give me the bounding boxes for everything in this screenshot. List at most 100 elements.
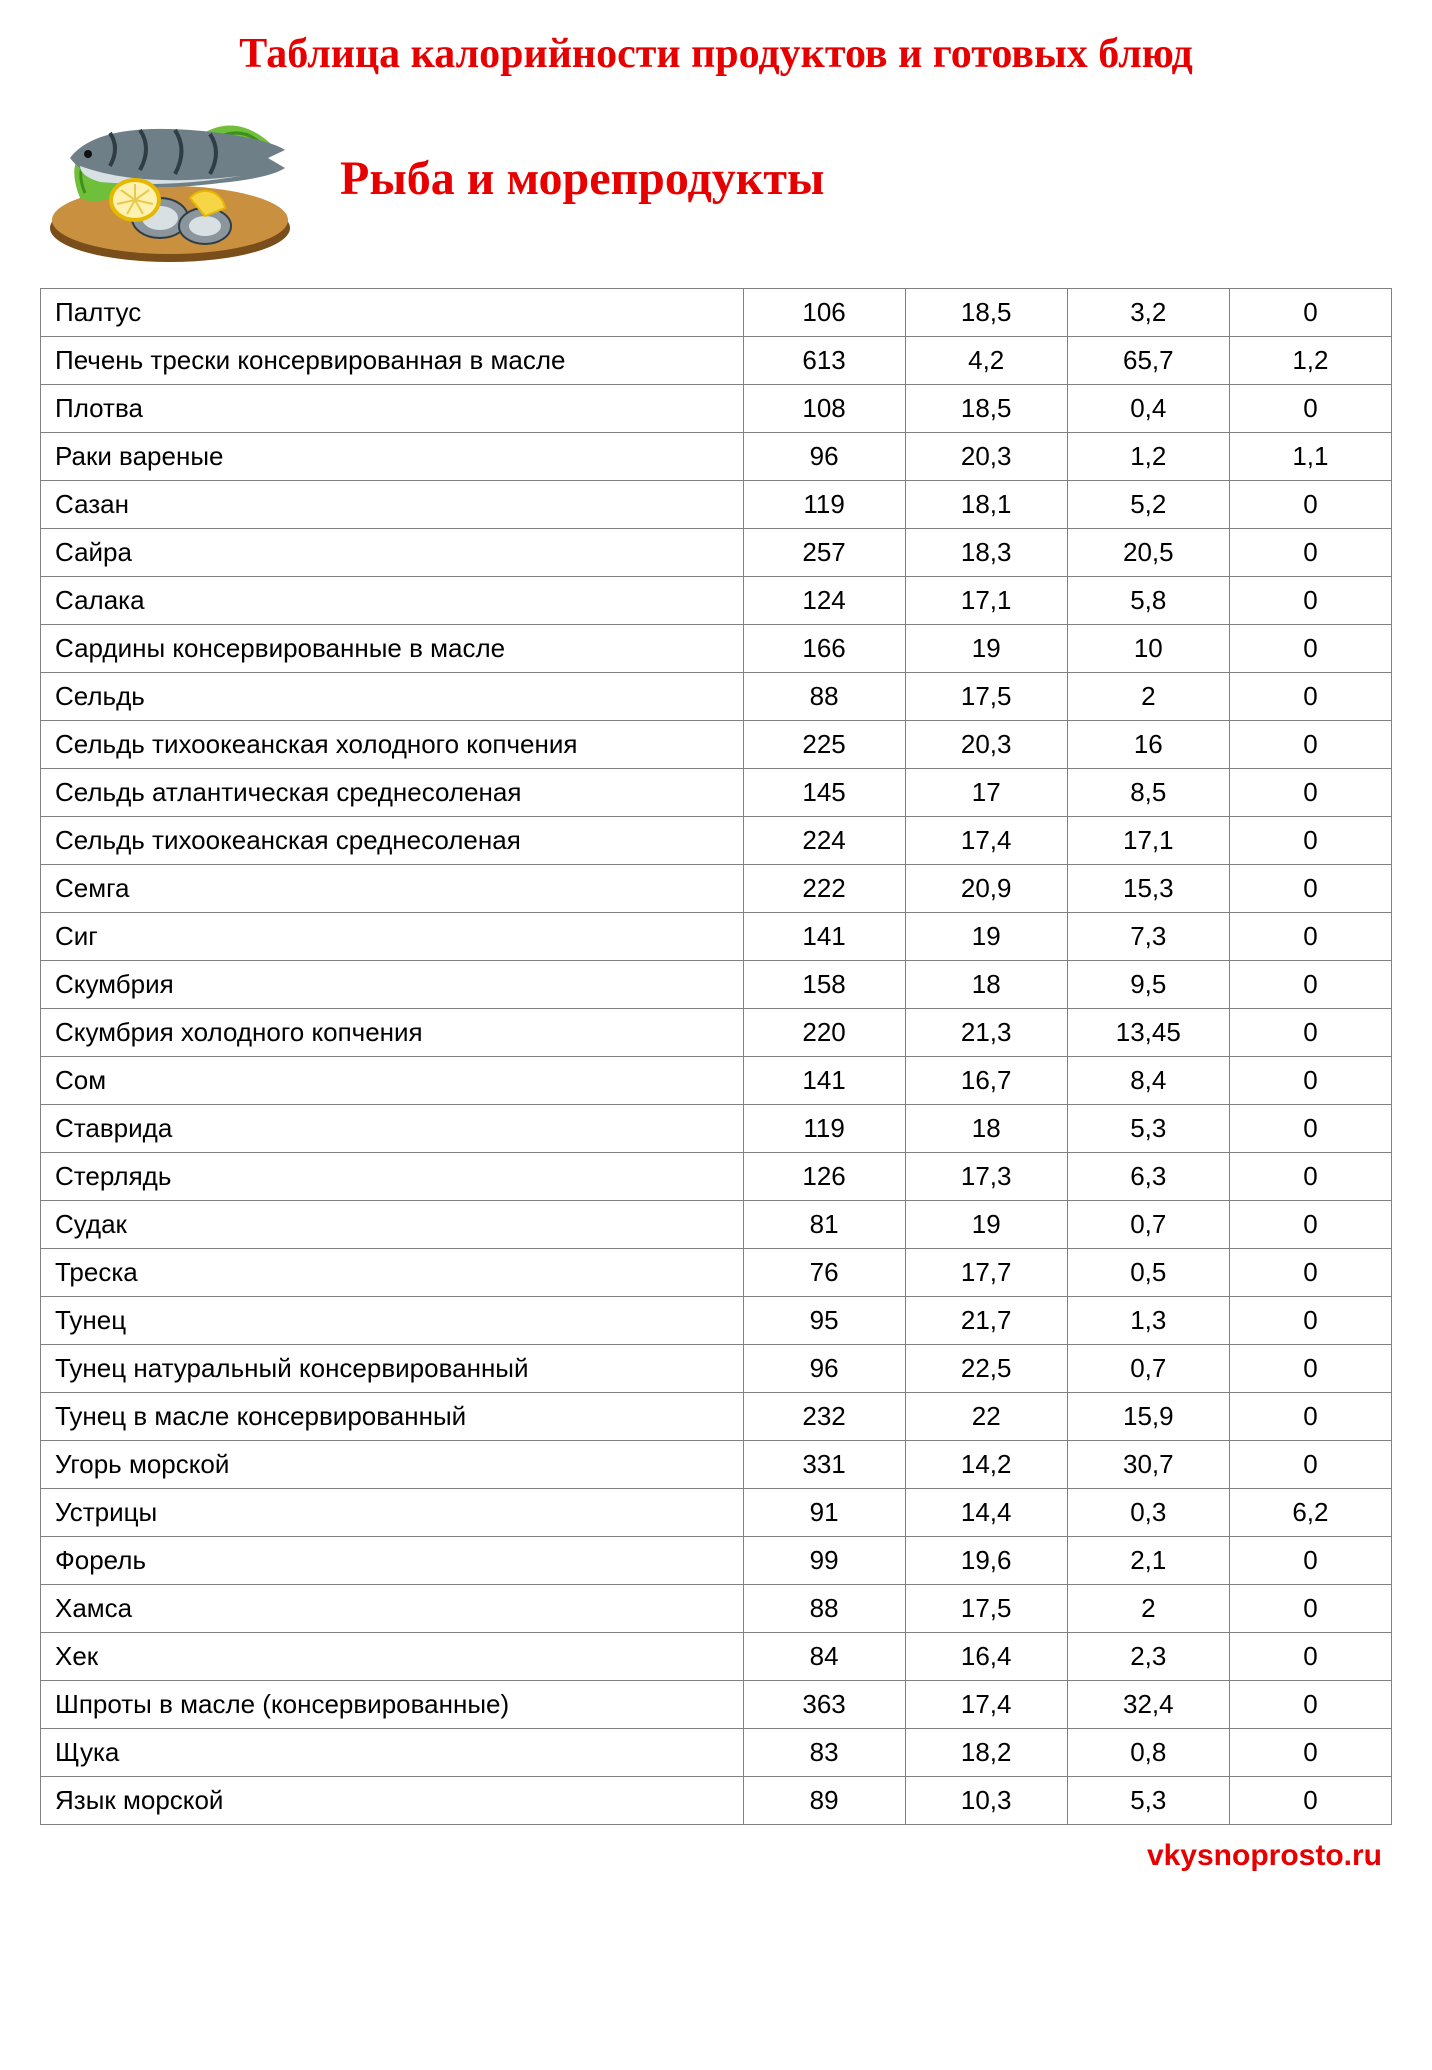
value-col-2: 18,1 — [905, 481, 1067, 529]
value-col-1: 84 — [743, 1633, 905, 1681]
table-row: Стерлядь12617,36,30 — [41, 1153, 1392, 1201]
table-row: Тунец натуральный консервированный9622,5… — [41, 1345, 1392, 1393]
product-name: Ставрида — [41, 1105, 744, 1153]
product-name: Треска — [41, 1249, 744, 1297]
value-col-1: 224 — [743, 817, 905, 865]
product-name: Плотва — [41, 385, 744, 433]
table-row: Судак81190,70 — [41, 1201, 1392, 1249]
value-col-3: 0,3 — [1067, 1489, 1229, 1537]
value-col-1: 141 — [743, 1057, 905, 1105]
value-col-4: 0 — [1229, 1537, 1391, 1585]
value-col-2: 18,5 — [905, 385, 1067, 433]
table-row: Сельдь8817,520 — [41, 673, 1392, 721]
product-name: Сельдь тихоокеанская холодного копчения — [41, 721, 744, 769]
table-row: Язык морской8910,35,30 — [41, 1777, 1392, 1825]
value-col-3: 5,3 — [1067, 1777, 1229, 1825]
table-row: Угорь морской33114,230,70 — [41, 1441, 1392, 1489]
value-col-2: 14,4 — [905, 1489, 1067, 1537]
value-col-3: 0,5 — [1067, 1249, 1229, 1297]
product-name: Скумбрия — [41, 961, 744, 1009]
value-col-4: 0 — [1229, 1009, 1391, 1057]
value-col-1: 225 — [743, 721, 905, 769]
value-col-4: 1,2 — [1229, 337, 1391, 385]
product-name: Раки вареные — [41, 433, 744, 481]
value-col-3: 8,4 — [1067, 1057, 1229, 1105]
value-col-1: 89 — [743, 1777, 905, 1825]
value-col-2: 17 — [905, 769, 1067, 817]
value-col-4: 0 — [1229, 865, 1391, 913]
value-col-1: 91 — [743, 1489, 905, 1537]
product-name: Сиг — [41, 913, 744, 961]
footer-source: vkysnoprosto.ru — [40, 1839, 1392, 1873]
table-row: Плотва10818,50,40 — [41, 385, 1392, 433]
value-col-2: 19 — [905, 913, 1067, 961]
value-col-1: 96 — [743, 1345, 905, 1393]
value-col-2: 17,7 — [905, 1249, 1067, 1297]
table-row: Скумбрия158189,50 — [41, 961, 1392, 1009]
value-col-2: 20,9 — [905, 865, 1067, 913]
value-col-4: 0 — [1229, 1441, 1391, 1489]
product-name: Печень трески консервированная в масле — [41, 337, 744, 385]
product-name: Сом — [41, 1057, 744, 1105]
table-row: Палтус10618,53,20 — [41, 289, 1392, 337]
table-row: Печень трески консервированная в масле61… — [41, 337, 1392, 385]
product-name: Хек — [41, 1633, 744, 1681]
table-row: Сельдь тихоокеанская среднесоленая22417,… — [41, 817, 1392, 865]
value-col-2: 21,3 — [905, 1009, 1067, 1057]
product-name: Сайра — [41, 529, 744, 577]
value-col-3: 32,4 — [1067, 1681, 1229, 1729]
value-col-2: 18,5 — [905, 289, 1067, 337]
value-col-3: 9,5 — [1067, 961, 1229, 1009]
value-col-3: 0,8 — [1067, 1729, 1229, 1777]
value-col-1: 126 — [743, 1153, 905, 1201]
value-col-3: 7,3 — [1067, 913, 1229, 961]
value-col-2: 17,5 — [905, 673, 1067, 721]
product-name: Судак — [41, 1201, 744, 1249]
table-row: Устрицы9114,40,36,2 — [41, 1489, 1392, 1537]
product-name: Сельдь тихоокеанская среднесоленая — [41, 817, 744, 865]
value-col-1: 119 — [743, 1105, 905, 1153]
table-row: Сайра25718,320,50 — [41, 529, 1392, 577]
value-col-3: 2 — [1067, 1585, 1229, 1633]
table-row: Сельдь тихоокеанская холодного копчения2… — [41, 721, 1392, 769]
header-row: Рыба и морепродукты — [40, 88, 1392, 268]
value-col-2: 18,3 — [905, 529, 1067, 577]
value-col-1: 158 — [743, 961, 905, 1009]
calorie-table: Палтус10618,53,20Печень трески консервир… — [40, 288, 1392, 1825]
value-col-3: 30,7 — [1067, 1441, 1229, 1489]
value-col-4: 1,1 — [1229, 433, 1391, 481]
value-col-4: 0 — [1229, 1393, 1391, 1441]
value-col-4: 0 — [1229, 481, 1391, 529]
value-col-3: 5,8 — [1067, 577, 1229, 625]
value-col-2: 17,1 — [905, 577, 1067, 625]
value-col-2: 17,5 — [905, 1585, 1067, 1633]
value-col-4: 0 — [1229, 625, 1391, 673]
value-col-3: 0,7 — [1067, 1345, 1229, 1393]
value-col-3: 0,7 — [1067, 1201, 1229, 1249]
value-col-1: 124 — [743, 577, 905, 625]
value-col-4: 0 — [1229, 1201, 1391, 1249]
value-col-1: 145 — [743, 769, 905, 817]
value-col-4: 0 — [1229, 1105, 1391, 1153]
value-col-2: 20,3 — [905, 433, 1067, 481]
value-col-1: 119 — [743, 481, 905, 529]
value-col-3: 20,5 — [1067, 529, 1229, 577]
value-col-3: 65,7 — [1067, 337, 1229, 385]
value-col-1: 99 — [743, 1537, 905, 1585]
value-col-4: 0 — [1229, 1585, 1391, 1633]
value-col-4: 6,2 — [1229, 1489, 1391, 1537]
product-name: Сельдь атлантическая среднесоленая — [41, 769, 744, 817]
table-row: Ставрида119185,30 — [41, 1105, 1392, 1153]
product-name: Тунец натуральный консервированный — [41, 1345, 744, 1393]
value-col-4: 0 — [1229, 1153, 1391, 1201]
value-col-4: 0 — [1229, 913, 1391, 961]
value-col-1: 108 — [743, 385, 905, 433]
value-col-1: 613 — [743, 337, 905, 385]
value-col-3: 3,2 — [1067, 289, 1229, 337]
value-col-2: 19 — [905, 625, 1067, 673]
value-col-3: 2,3 — [1067, 1633, 1229, 1681]
value-col-1: 106 — [743, 289, 905, 337]
value-col-1: 88 — [743, 673, 905, 721]
value-col-2: 17,4 — [905, 817, 1067, 865]
table-row: Сельдь атлантическая среднесоленая145178… — [41, 769, 1392, 817]
